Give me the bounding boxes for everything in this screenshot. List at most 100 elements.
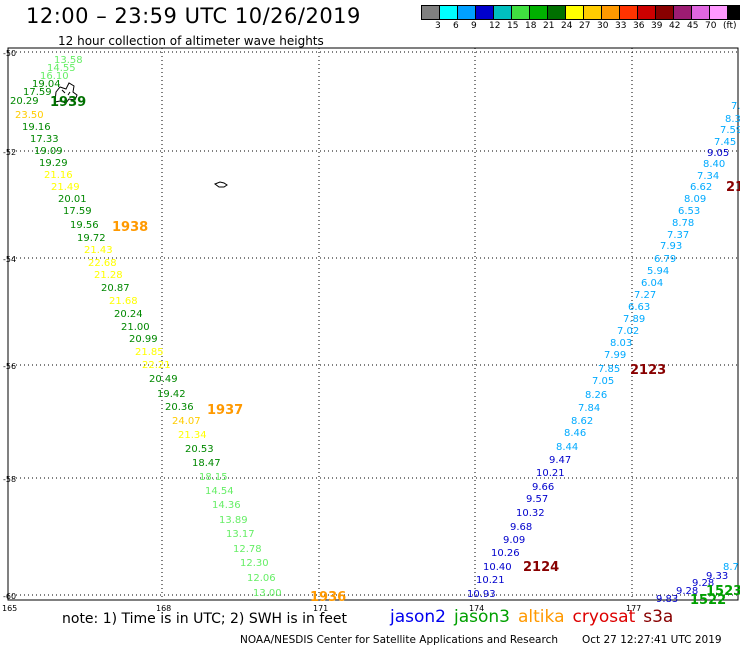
wave-height-label: 19.42	[157, 389, 186, 400]
wave-height-label: 9.57	[526, 494, 548, 505]
legend-label: 21	[543, 21, 555, 31]
latitude-label: -50	[3, 49, 16, 58]
pass-label: 2124	[523, 560, 559, 575]
footnote: note: 1) Time is in UTC; 2) SWH is in fe…	[62, 611, 348, 627]
wave-height-label: 18.15	[199, 472, 228, 483]
graticule	[8, 48, 738, 600]
wave-height-label: 9.68	[510, 522, 532, 533]
satellite-s3a: s3a	[643, 607, 674, 627]
wave-height-label: 21.49	[51, 182, 80, 193]
legend-swatch	[530, 6, 548, 19]
wave-height-label: 19.72	[77, 233, 106, 244]
wave-height-label: 8.46	[564, 428, 586, 439]
wave-height-label: 6.04	[641, 278, 663, 289]
wave-height-label: 7.45	[714, 137, 736, 148]
satellite-altika: altika	[518, 607, 565, 627]
map-frame	[7, 47, 739, 601]
wave-height-label: 20.24	[114, 309, 143, 320]
wave-height-label: 13.17	[226, 529, 255, 540]
wave-height-label: 20.53	[185, 444, 214, 455]
pass-label: 1522	[690, 593, 726, 608]
pass-label: 1936	[310, 590, 346, 605]
legend-swatches	[421, 5, 740, 20]
wave-height-label: 20.36	[165, 402, 194, 413]
wave-height-label: 7.99	[604, 350, 626, 361]
legend-swatch	[728, 6, 740, 19]
map-subtitle: 12 hour collection of altimeter wave hei…	[58, 34, 324, 48]
wave-height-label: 7.84	[578, 403, 600, 414]
wave-height-label: 17.33	[30, 134, 59, 145]
legend-swatch	[512, 6, 530, 19]
wave-height-label: 9.05	[707, 148, 729, 159]
legend-swatch	[692, 6, 710, 19]
wave-height-label: 9.28	[692, 578, 714, 589]
legend-label: 9	[471, 21, 477, 31]
wave-height-label: 7.27	[634, 290, 656, 301]
legend-swatch	[494, 6, 512, 19]
wave-height-label: 20.29	[10, 96, 39, 107]
wave-height-label: 22.21	[142, 360, 171, 371]
legend-swatch	[476, 6, 494, 19]
wave-height-label: 12.78	[233, 544, 262, 555]
map-title: 12:00 – 23:59 UTC 10/26/2019	[26, 4, 361, 28]
wave-height-label: 18.47	[192, 458, 221, 469]
wave-height-label: 19.04	[32, 79, 61, 90]
wave-height-label: 8.78	[672, 218, 694, 229]
wave-height-label: 19.56	[70, 220, 99, 231]
wave-height-label: 19.29	[39, 158, 68, 169]
wave-height-label: 9.47	[549, 455, 571, 466]
wave-height-label: 9.83	[656, 594, 678, 605]
wave-height-label: 7.34	[697, 171, 719, 182]
wave-height-label: 8.44	[556, 442, 578, 453]
wave-height-label: 21.28	[94, 270, 123, 281]
satellite-jason2: jason2	[390, 607, 446, 627]
wave-height-label: 23.50	[15, 110, 44, 121]
wave-height-label: 7.89	[623, 314, 645, 325]
legend-label: 15	[507, 21, 519, 31]
legend-label: 36	[633, 21, 645, 31]
wave-height-label: 8.40	[703, 159, 725, 170]
wave-height-label: 7.59	[720, 125, 740, 136]
wave-height-label: 8.03	[610, 338, 632, 349]
wave-height-labels: 13.5814.5516.1019.0417.5920.2923.5019.16…	[10, 55, 740, 605]
wave-height-label: 9.33	[706, 571, 728, 582]
wave-height-label: 7.37	[667, 230, 689, 241]
wave-height-label: 10.21	[536, 468, 565, 479]
legend-swatch	[602, 6, 620, 19]
legend-swatch	[548, 6, 566, 19]
wave-height-label: 6.79	[654, 254, 676, 265]
legend-label: 45	[687, 21, 699, 31]
legend-swatch	[638, 6, 656, 19]
wave-height-label: 13.00	[253, 588, 282, 599]
legend-swatch	[674, 6, 692, 19]
wave-height-label: 7.05	[592, 376, 614, 387]
latitude-label: -60	[3, 592, 16, 601]
pass-label: 21	[726, 180, 740, 195]
wave-height-label: 6.63	[628, 302, 650, 313]
pass-label: 2123	[630, 363, 666, 378]
legend-labels: 3 6 9 12 15 18 21 24 27 30 33 36 39 42 45 70 (ft)	[421, 20, 740, 32]
wave-height-label: 24.07	[172, 416, 201, 427]
timestamp: Oct 27 12:27:41 UTC 2019	[582, 634, 722, 646]
wave-height-label: 10.32	[516, 508, 545, 519]
latitude-label: -52	[3, 148, 16, 157]
wave-height-label: 17.59	[63, 206, 92, 217]
credit-line: NOAA/NESDIS Center for Satellite Applica…	[240, 634, 558, 646]
legend-swatch	[656, 6, 674, 19]
longitude-label: 165	[2, 604, 17, 613]
wave-height-label: 22.68	[88, 258, 117, 269]
legend-label: 30	[597, 21, 609, 31]
wave-height-label: 20.49	[149, 374, 178, 385]
pass-label: 1939	[50, 95, 86, 110]
wave-height-label: 9.09	[503, 535, 525, 546]
wave-height-label: 14.54	[205, 486, 234, 497]
pass-label: 1937	[207, 403, 243, 418]
wave-height-label: 21.68	[109, 296, 138, 307]
campbell-island-outline	[54, 82, 78, 104]
satellite-cryosat: cryosat	[572, 607, 636, 627]
wave-height-label: 5.94	[647, 266, 669, 277]
wave-height-label: 21.85	[135, 347, 164, 358]
wave-height-label: 13.89	[219, 515, 248, 526]
wave-height-label: 13.58	[54, 55, 83, 66]
